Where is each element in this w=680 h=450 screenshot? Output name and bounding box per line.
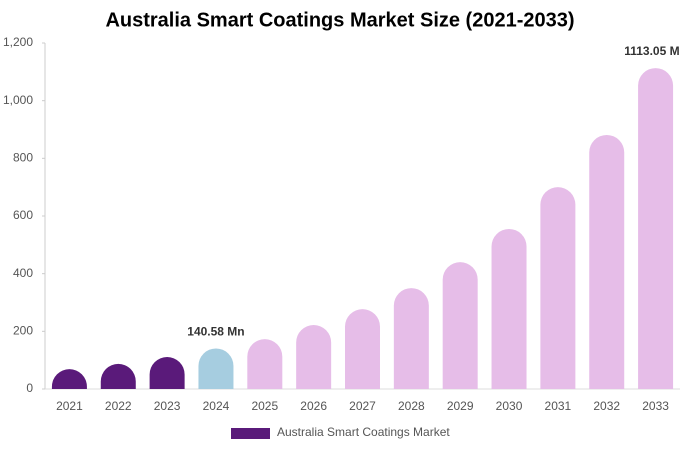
y-tick-label: 200: [13, 324, 33, 338]
y-tick-label: 1,000: [3, 93, 33, 107]
bar: [589, 134, 625, 389]
bar: [393, 288, 429, 389]
x-tick-label: 2027: [349, 399, 376, 413]
x-tick-label: 2021: [56, 399, 83, 413]
y-tick-label: 800: [13, 151, 33, 165]
bar: [51, 369, 87, 389]
y-tick-label: 0: [26, 381, 33, 395]
bar: [296, 324, 332, 389]
y-tick-label: 600: [13, 208, 33, 222]
bar: [540, 187, 576, 389]
x-tick-label: 2025: [251, 399, 278, 413]
bar: [638, 68, 674, 390]
legend-swatch: [231, 428, 270, 439]
bar: [491, 228, 527, 389]
x-tick-label: 2031: [545, 399, 572, 413]
data-label: 1113.05 Mn: [624, 44, 680, 58]
x-tick-label: 2032: [593, 399, 620, 413]
bar: [149, 356, 185, 389]
bar: [345, 309, 380, 389]
x-tick-label: 2030: [496, 399, 523, 413]
x-tick-label: 2028: [398, 399, 425, 413]
data-label: 140.58 Mn: [187, 325, 244, 339]
bar: [198, 348, 234, 389]
x-tick-label: 2026: [300, 399, 327, 413]
x-tick-label: 2022: [105, 399, 132, 413]
x-tick-label: 2033: [642, 399, 669, 413]
x-tick-label: 2029: [447, 399, 474, 413]
x-tick-label: 2024: [203, 399, 230, 413]
y-tick-label: 1,200: [3, 35, 33, 49]
x-tick-label: 2023: [154, 399, 181, 413]
bar: [247, 339, 283, 389]
y-tick-label: 400: [13, 266, 33, 280]
bar: [100, 363, 136, 389]
bar: [442, 262, 478, 389]
legend-label: Australia Smart Coatings Market: [277, 425, 450, 439]
chart-title: Australia Smart Coatings Market Size (20…: [105, 9, 574, 31]
